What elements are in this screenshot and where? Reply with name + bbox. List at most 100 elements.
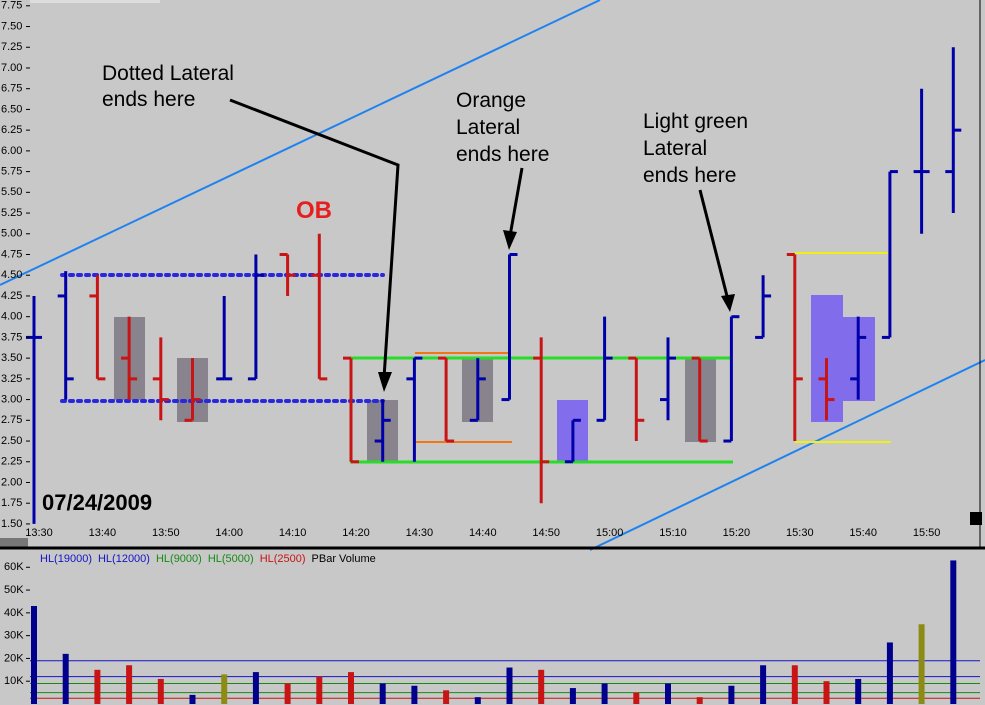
volume-tick-label: 50K	[4, 584, 24, 596]
volume-legend: PBar Volume	[312, 553, 376, 565]
y-tick-label: 2.25	[1, 456, 22, 468]
trend-line	[589, 359, 985, 551]
volume-tick-label: 20K	[4, 652, 24, 664]
dotted-lateral	[60, 273, 385, 403]
y-tick-label: 7.50	[1, 20, 22, 32]
x-tick-label: 14:20	[342, 527, 370, 539]
y-tick-label: 4.00	[1, 311, 22, 323]
y-tick-label: 5.50	[1, 186, 22, 198]
y-tick-label: 6.25	[1, 124, 22, 136]
volume-bar	[316, 676, 323, 704]
y-tick-label: 1.50	[1, 518, 22, 530]
volume-bar	[696, 697, 703, 704]
y-tick-label: 5.75	[1, 166, 22, 178]
y-tick-label: 5.25	[1, 207, 22, 219]
date-label: 07/24/2009	[42, 490, 152, 515]
annotation: ends here	[643, 164, 736, 187]
volume-legend: HL(12000)	[98, 553, 150, 565]
scale-badge	[0, 538, 28, 549]
annotation: ends here	[102, 88, 195, 111]
annotation: Orange	[456, 89, 526, 112]
volume-bar	[62, 653, 69, 704]
arrows	[229, 98, 730, 379]
price-bars	[26, 47, 962, 524]
volume-bar	[126, 665, 133, 704]
x-tick-label: 14:40	[469, 527, 497, 539]
annotation: Lateral	[643, 137, 707, 160]
y-tick-label: 7.75	[1, 0, 22, 12]
y-tick-label: 6.50	[1, 103, 22, 115]
volume-bar	[221, 674, 228, 704]
header-strip	[30, 0, 160, 3]
y-tick-label: 2.50	[1, 435, 22, 447]
volume-bar	[252, 672, 259, 704]
x-tick-label: 14:30	[406, 527, 434, 539]
volume-bar	[918, 624, 925, 704]
annotation: Dotted Lateral	[102, 62, 234, 85]
volume-panel: 10K 20K 30K 40K 50K 60K HL(19000) HL(12000) HL(9…	[4, 553, 980, 704]
y-tick-label: 4.25	[1, 290, 22, 302]
y-tick-label: 3.00	[1, 393, 22, 405]
x-tick-label: 15:30	[786, 527, 814, 539]
orange-lateral	[415, 352, 512, 443]
volume-bar	[886, 642, 893, 704]
x-tick-label: 14:10	[279, 527, 307, 539]
volume-bar	[31, 606, 37, 704]
volume-bar	[443, 690, 450, 704]
x-tick-label: 13:50	[152, 527, 180, 539]
y-tick-label: 3.25	[1, 373, 22, 385]
y-tick-label: 1.75	[1, 497, 22, 509]
y-tick-label: 5.00	[1, 228, 22, 240]
volume-legend: HL(5000)	[208, 553, 254, 565]
volume-bar	[950, 560, 957, 704]
trend-line	[0, 0, 601, 286]
y-tick-label: 4.50	[1, 269, 22, 281]
volume-bar	[506, 667, 513, 704]
y-tick-label: 7.25	[1, 41, 22, 53]
volume-bar	[823, 681, 830, 704]
volume-bar	[728, 685, 735, 704]
volume-tick-label: 60K	[4, 561, 24, 573]
y-tick-label: 7.00	[1, 62, 22, 74]
x-tick-label: 15:10	[659, 527, 687, 539]
volume-bar	[474, 697, 481, 704]
x-tick-label: 15:20	[723, 527, 751, 539]
volume-bar	[791, 665, 798, 704]
volume-bar	[665, 683, 671, 704]
x-tick-label: 14:00	[215, 527, 243, 539]
volume-bar	[284, 683, 291, 704]
y-tick-label: 2.00	[1, 476, 22, 488]
y-tick-label: 2.75	[1, 414, 22, 426]
x-tick-label: 15:50	[913, 527, 941, 539]
annotation: Light green	[643, 110, 748, 133]
volume-bar	[157, 678, 164, 704]
volume-bar	[189, 694, 196, 704]
volume-bar	[348, 672, 354, 704]
arrow-heads	[378, 230, 735, 392]
volume-legend: HL(2500)	[260, 553, 306, 565]
annotation: ends here	[456, 143, 549, 166]
corner-badge	[970, 512, 982, 525]
x-tick-label: 13:40	[89, 527, 117, 539]
ob-label: OB	[296, 197, 332, 224]
volume-bar	[569, 688, 576, 704]
x-tick-label: 15:40	[849, 527, 877, 539]
x-tick-label: 15:00	[596, 527, 624, 539]
x-tick-label: 13:30	[25, 527, 53, 539]
volume-bar	[379, 683, 386, 704]
volume-bar	[94, 669, 101, 704]
volume-legend: HL(19000)	[40, 553, 92, 565]
annotation: Lateral	[456, 116, 520, 139]
volume-tick-label: 10K	[4, 675, 24, 687]
volume-tick-label: 40K	[4, 607, 24, 619]
y-tick-label: 4.75	[1, 248, 22, 260]
volume-bar	[760, 665, 767, 704]
x-tick-label: 14:50	[532, 527, 560, 539]
volume-legend: HL(9000)	[156, 553, 202, 565]
volume-bar	[633, 692, 640, 704]
y-tick-label: 3.75	[1, 331, 22, 343]
yellow-lateral	[795, 252, 891, 443]
volume-bar	[538, 669, 545, 704]
volume-tick-label: 30K	[4, 630, 24, 642]
